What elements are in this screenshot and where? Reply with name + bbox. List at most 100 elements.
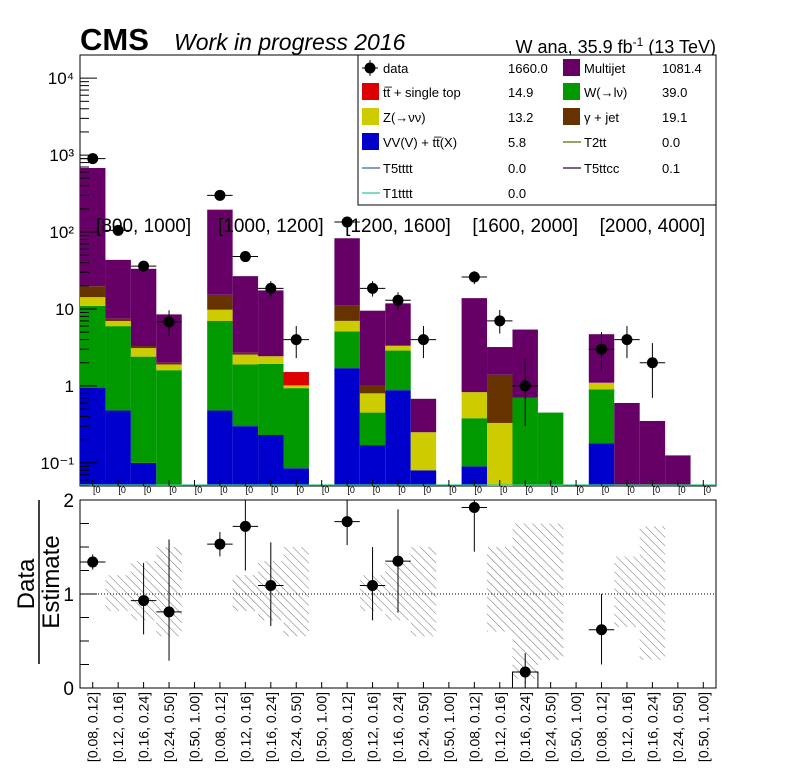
legend-swatch-multijet: [563, 59, 580, 76]
bar-15-series-1: [461, 418, 488, 467]
bar-6-series-4: [232, 352, 259, 355]
bar-10-series-1: [334, 331, 360, 369]
bar-5-series-1: [207, 320, 233, 411]
bar-0-series-1: [80, 305, 106, 388]
bar-11-series-4: [359, 385, 386, 394]
data-point-11: [417, 334, 429, 346]
bar-7-series-1: [258, 363, 284, 436]
x-tick-label-18: [0.24, 0.50]: [543, 692, 559, 762]
bar-0-series-0: [80, 387, 106, 486]
top-x-stub-16: [0: [500, 485, 508, 495]
bar-0-series-5: [80, 167, 106, 287]
legend-swatch-wlnu: [563, 83, 580, 100]
bar-1-series-4: [105, 318, 131, 321]
legend-swatch-znunu: [362, 108, 379, 125]
bar-13-series-5: [410, 398, 437, 433]
group-label-0: [800, 1000]: [96, 216, 191, 237]
ratio-point-7: [367, 580, 379, 592]
top-x-stub-6: [0: [246, 485, 254, 495]
ratio-uncertainty-3: [232, 575, 259, 611]
x-tick-label-15: [0.08, 0.12]: [466, 692, 482, 762]
ratio-y-tick-label-0: 0: [63, 679, 74, 700]
legend-swatch-vv: [362, 133, 379, 150]
top-x-stub-2: [0: [144, 485, 152, 495]
bar-16-series-5: [487, 347, 513, 375]
legend-value-t5ttcc: 0.1: [662, 161, 680, 176]
data-point-9: [367, 282, 379, 294]
legend-value-t2tt: 0.0: [662, 135, 680, 150]
ratio-uncertainty-8: [410, 547, 437, 637]
bar-20-series-0: [588, 443, 615, 486]
bar-8-series-0: [283, 468, 309, 486]
bar-20-series-1: [588, 389, 615, 444]
data-point-5: [239, 251, 251, 263]
data-point-14: [519, 380, 531, 392]
data-point-12: [468, 271, 480, 283]
bar-12-series-0: [385, 390, 411, 486]
ratio-point-8: [392, 555, 404, 567]
ratio-uncertainty-0: [105, 575, 131, 611]
x-tick-label-19: [0.50, 1.00]: [568, 692, 584, 762]
ratio-point-6: [341, 516, 353, 528]
bar-21-series-5: [614, 402, 640, 486]
x-tick-label-8: [0.24, 0.50]: [288, 692, 304, 762]
legend-label-wlnu: W(→lν): [584, 85, 627, 100]
ratio-point-4: [239, 520, 251, 532]
bar-11-series-0: [359, 445, 386, 486]
bar-15-series-2: [461, 392, 488, 419]
bar-3-series-4: [156, 362, 182, 365]
status-label: Work in progress 2016: [174, 29, 406, 55]
legend-swatch-gjet: [563, 108, 580, 125]
bar-1-series-1: [105, 326, 131, 411]
bar-5-series-2: [207, 309, 233, 321]
bar-8-series-2: [283, 385, 309, 389]
bar-6-series-5: [232, 276, 259, 353]
legend-label-multijet: Multijet: [584, 61, 626, 76]
top-x-stub-1: [0: [118, 485, 126, 495]
legend: data 1660.0 Multijet 1081.4 tt̅ + single top…: [357, 54, 717, 206]
top-x-stub-11: [0: [373, 485, 381, 495]
x-tick-label-2: [0.16, 0.24]: [136, 692, 152, 762]
top-x-stub-15: [0: [475, 485, 483, 495]
legend-label-data: data: [383, 61, 409, 76]
bar-20-series-2: [588, 382, 615, 390]
legend-box: [357, 54, 717, 206]
legend-value-wlnu: 39.0: [662, 85, 687, 100]
legend-value-t5tttt: 0.0: [508, 161, 526, 176]
data-point-1: [112, 224, 124, 236]
bar-2-series-5: [130, 268, 157, 347]
top-x-stub-5: [0: [220, 485, 228, 495]
data-point-13: [494, 315, 506, 327]
ratio-ylabel-denominator: Estimate: [38, 535, 65, 628]
lumi-label: W ana, 35.9 fb-1 (13 TeV): [516, 35, 716, 57]
bar-12-series-2: [385, 345, 411, 351]
top-x-stub-10: [0: [347, 485, 355, 495]
top-x-stub-18: [0: [551, 485, 559, 495]
ratio-point-3: [214, 538, 226, 550]
bar-0-series-4: [80, 286, 106, 298]
ratio-ylabel-numerator: Data: [13, 558, 40, 609]
x-tick-label-21: [0.12, 0.16]: [619, 692, 635, 762]
bar-2-series-0: [130, 462, 157, 486]
ratio-ylabel: Data Estimate: [13, 500, 65, 664]
bar-16-series-2: [487, 422, 513, 486]
legend-label-t2tt: T2tt: [584, 135, 607, 150]
ratio-point-9: [468, 502, 480, 514]
top-x-stub-12: [0: [398, 485, 406, 495]
data-point-2: [138, 260, 150, 272]
top-x-stub-7: [0: [271, 485, 279, 495]
legend-label-gjet: γ + jet: [584, 110, 619, 125]
bar-22-series-5: [639, 420, 666, 486]
data-point-4: [214, 189, 226, 201]
y-tick-label-3: 10²: [49, 223, 74, 242]
bar-2-series-2: [130, 348, 157, 357]
bar-6-series-0: [232, 426, 259, 486]
bar-0-series-2: [80, 297, 106, 306]
bar-11-series-2: [359, 393, 386, 413]
top-x-stub-4: [0: [195, 485, 203, 495]
bar-5-series-5: [207, 209, 233, 295]
bar-2-series-1: [130, 356, 157, 463]
legend-value-gjet: 19.1: [662, 110, 687, 125]
y-tick-label-0: 10⁻¹: [40, 454, 74, 473]
data-point-8: [341, 216, 353, 228]
